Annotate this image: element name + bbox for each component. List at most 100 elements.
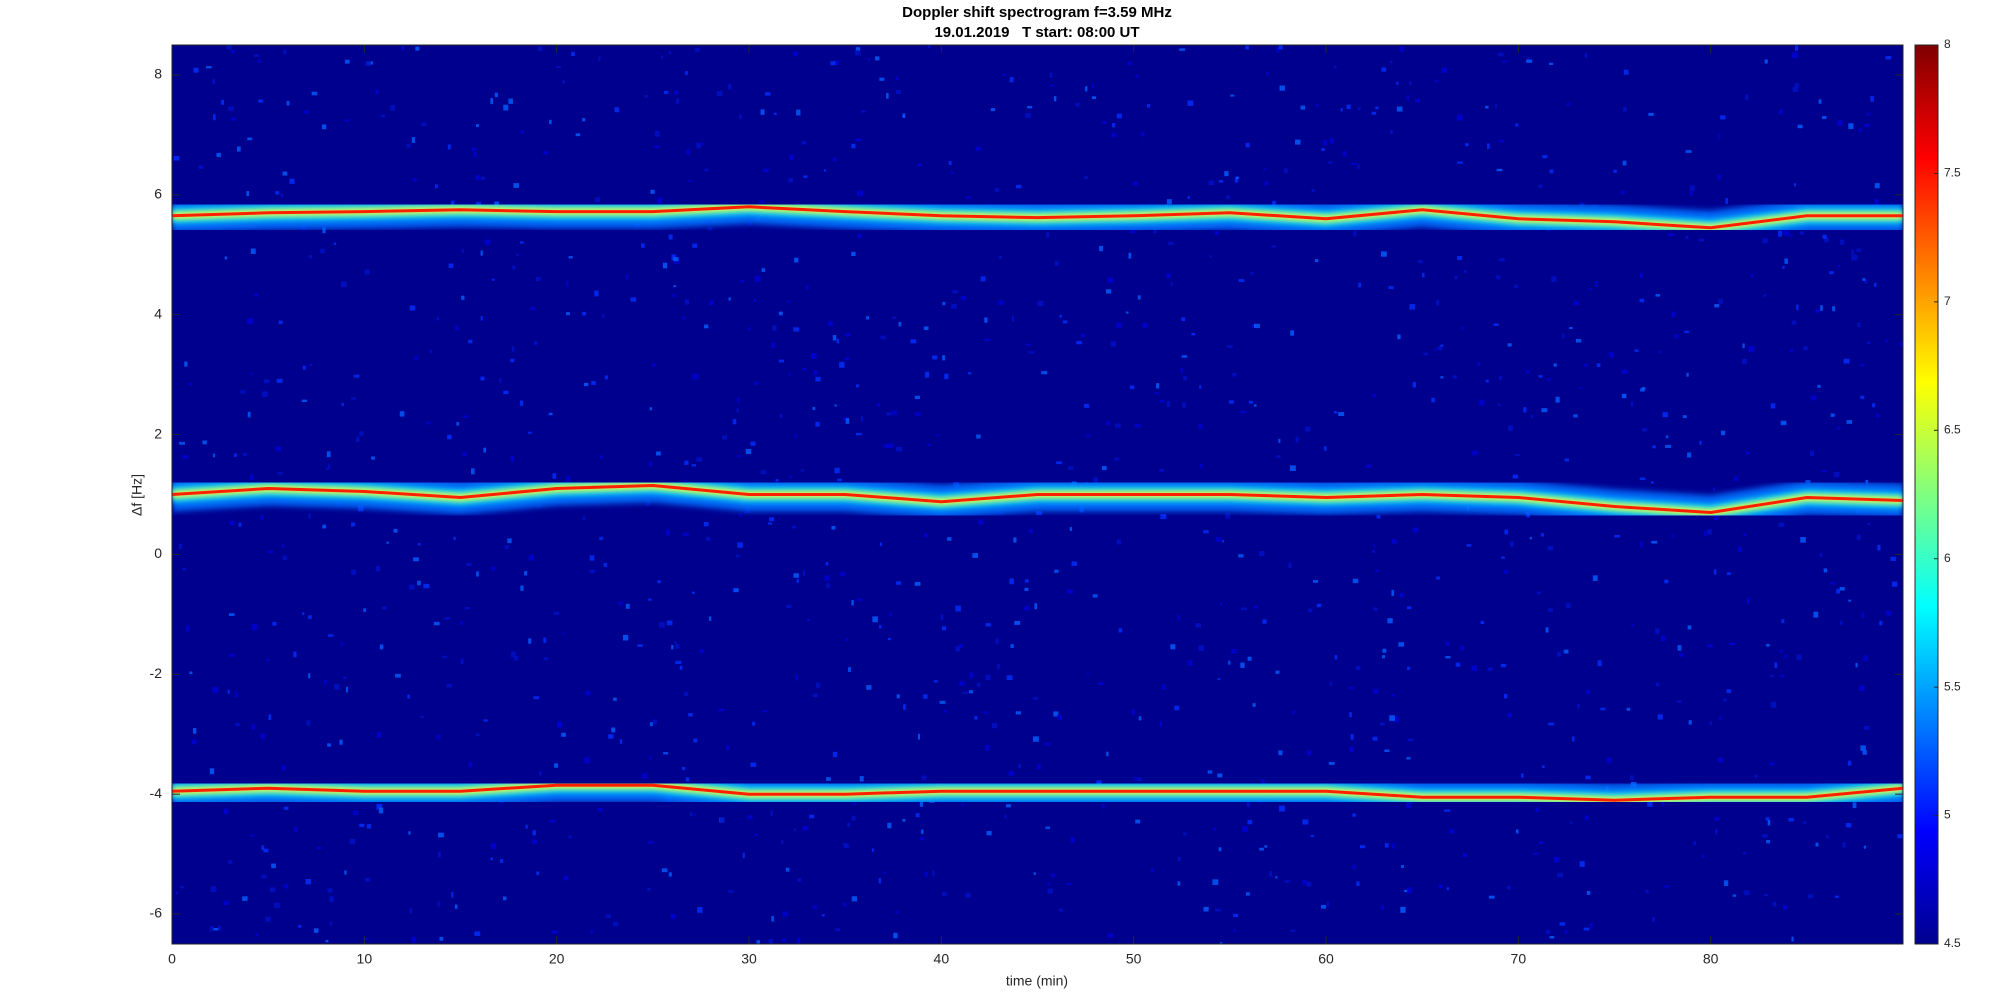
noise-speckle <box>883 443 889 448</box>
noise-speckle <box>1661 635 1666 641</box>
noise-speckle <box>944 373 949 380</box>
noise-speckle <box>503 104 509 111</box>
noise-speckle <box>344 119 350 122</box>
noise-speckle <box>302 365 306 370</box>
noise-speckle <box>1380 251 1387 257</box>
noise-speckle <box>1135 74 1139 78</box>
noise-speckle <box>1507 425 1513 432</box>
noise-speckle <box>1323 140 1328 146</box>
noise-speckle <box>585 690 591 696</box>
noise-speckle <box>451 892 454 898</box>
noise-speckle <box>1714 304 1720 308</box>
noise-speckle <box>1606 757 1612 764</box>
noise-speckle <box>1866 341 1871 345</box>
noise-speckle <box>661 55 664 59</box>
noise-speckle <box>1125 311 1129 314</box>
noise-speckle <box>1766 643 1770 647</box>
noise-speckle <box>812 406 816 411</box>
noise-speckle <box>1116 113 1122 119</box>
noise-speckle <box>444 617 451 620</box>
noise-speckle <box>1247 656 1252 661</box>
noise-speckle <box>346 686 349 693</box>
noise-speckle <box>568 256 573 259</box>
noise-speckle <box>985 623 991 627</box>
noise-speckle <box>271 863 276 869</box>
noise-speckle <box>528 554 534 561</box>
noise-speckle <box>537 46 543 52</box>
noise-speckle <box>1815 309 1820 313</box>
chart-title: Doppler shift spectrogram f=3.59 MHz <box>902 4 1172 21</box>
noise-speckle <box>1376 515 1381 519</box>
noise-speckle <box>584 757 590 764</box>
noise-speckle <box>1228 660 1231 665</box>
noise-speckle <box>1013 537 1017 543</box>
noise-speckle <box>917 163 922 167</box>
noise-speckle <box>528 431 532 434</box>
noise-speckle <box>1461 326 1464 330</box>
noise-speckle <box>943 710 947 713</box>
noise-speckle <box>750 441 756 446</box>
noise-speckle <box>525 824 528 829</box>
noise-speckle <box>1723 698 1727 702</box>
noise-speckle <box>688 713 693 717</box>
noise-speckle <box>1824 237 1829 243</box>
noise-speckle <box>1214 231 1220 236</box>
noise-speckle <box>793 327 800 332</box>
noise-speckle <box>589 569 596 574</box>
noise-speckle <box>663 752 669 755</box>
noise-speckle <box>1321 148 1325 151</box>
noise-speckle <box>1631 623 1634 627</box>
noise-speckle <box>426 421 431 425</box>
noise-speckle <box>793 51 798 57</box>
noise-speckle <box>240 390 246 394</box>
noise-speckle <box>762 168 769 173</box>
noise-speckle <box>736 408 739 413</box>
noise-speckle <box>657 580 661 584</box>
noise-speckle <box>839 361 845 368</box>
noise-speckle <box>693 738 698 743</box>
noise-speckle <box>682 766 686 771</box>
noise-speckle <box>1174 705 1180 711</box>
noise-speckle <box>502 896 507 901</box>
noise-speckle <box>1146 104 1151 108</box>
noise-speckle <box>1018 763 1021 769</box>
noise-speckle <box>1407 666 1410 671</box>
x-axis-label: time (min) <box>1006 973 1068 989</box>
noise-speckle <box>556 721 563 728</box>
noise-speckle <box>513 655 519 661</box>
noise-speckle <box>480 376 485 381</box>
noise-speckle <box>893 932 898 939</box>
noise-speckle <box>1151 867 1154 873</box>
noise-speckle <box>771 342 775 349</box>
noise-speckle <box>950 171 954 175</box>
noise-speckle <box>1530 415 1534 418</box>
noise-speckle <box>603 563 608 567</box>
noise-speckle <box>1357 164 1360 169</box>
noise-speckle <box>1253 323 1260 329</box>
noise-speckle <box>255 933 258 937</box>
noise-speckle <box>1500 663 1507 668</box>
noise-speckle <box>831 525 836 530</box>
noise-speckle <box>561 732 566 737</box>
noise-speckle <box>438 832 444 838</box>
noise-speckle <box>1586 890 1591 895</box>
noise-speckle <box>1238 279 1245 283</box>
noise-speckle <box>1596 363 1601 368</box>
noise-speckle <box>1045 826 1050 829</box>
noise-speckle <box>649 755 652 760</box>
noise-speckle <box>1885 56 1892 60</box>
noise-speckle <box>264 379 270 384</box>
noise-speckle <box>1577 703 1580 709</box>
noise-speckle <box>1187 660 1193 666</box>
noise-speckle <box>1815 842 1819 847</box>
noise-speckle <box>753 381 758 385</box>
noise-speckle <box>1271 245 1276 248</box>
noise-speckle <box>301 399 308 402</box>
noise-speckle <box>1837 120 1843 126</box>
noise-speckle <box>510 455 515 462</box>
noise-speckle <box>1614 534 1620 538</box>
noise-speckle <box>475 733 480 737</box>
noise-speckle <box>1036 511 1042 516</box>
noise-speckle <box>694 47 700 52</box>
